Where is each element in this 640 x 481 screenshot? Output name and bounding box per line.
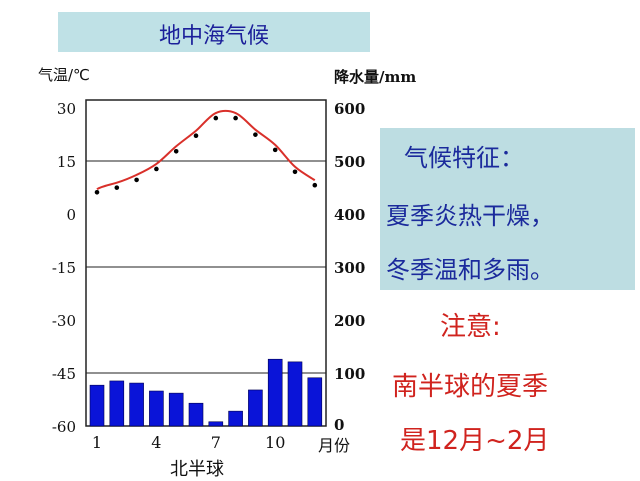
right-tick-label: 500 [334,153,365,171]
precipitation-bar [228,410,243,427]
x-tick-label: 10 [265,433,285,452]
precipitation-bar [89,384,105,427]
left-tick-label: -45 [52,365,76,383]
temperature-point [193,133,199,139]
precipitation-bar [248,389,263,427]
precipitation-bar [168,392,184,427]
x-axis-label: 北半球 [170,459,224,480]
feature-line-2: 冬季温和多雨。 [386,256,554,284]
right-tick-label: 300 [334,259,365,277]
left-tick-label: -30 [52,312,76,330]
note-heading: 注意: [440,312,501,342]
precipitation-bar [109,380,125,427]
temperature-point [114,185,120,190]
right-tick-label: 600 [334,100,365,118]
note-line-2: 是12月~2月 [400,426,550,456]
left-axis-label: 气温/℃ [38,66,90,84]
temperature-point [233,115,238,121]
right-tick-label: 100 [334,365,365,383]
left-tick-label: -60 [52,418,76,436]
precipitation-bar [307,377,323,427]
precipitation-bar [129,382,144,427]
chart-title: 地中海气候 [158,24,269,49]
plot-frame [85,99,327,427]
temperature-point [292,169,298,175]
precipitation-bar [287,361,303,427]
temperature-point [253,132,258,137]
temperature-line [96,109,316,191]
left-tick-label: 30 [57,100,76,118]
temperature-point [134,177,139,183]
temperature-point [94,189,100,195]
temperature-point [213,115,219,121]
feature-box: 气候特征： 夏季炎热干燥， 冬季温和多雨。 [380,128,635,290]
right-axis-label: 降水量/mm [334,68,417,86]
temperature-point [272,147,278,153]
precipitation-bar [149,390,164,427]
left-tick-label: 0 [66,206,76,224]
feature-heading: 气候特征： [404,144,524,172]
temperature-point [312,182,318,188]
feature-line-1: 夏季炎热干燥， [386,202,554,230]
x-tick-label: 4 [151,433,161,452]
left-tick-label: 15 [57,153,76,171]
left-tick-label: -15 [52,259,76,277]
precipitation-bar [188,402,204,427]
precipitation-bar [208,421,224,427]
x-tick-label: 7 [211,433,221,452]
x-tick-label: 1 [92,433,102,452]
right-tick-label: 400 [334,206,365,224]
temperature-point [154,166,159,172]
note-line-1: 南半球的夏季 [392,372,549,402]
precipitation-bar [267,358,283,427]
temperature-point [173,148,179,154]
title-box: 地中海气候 [58,12,370,52]
right-tick-label: 200 [334,312,365,330]
x-unit-label: 月份 [318,436,351,455]
right-tick-label: 0 [334,416,344,434]
